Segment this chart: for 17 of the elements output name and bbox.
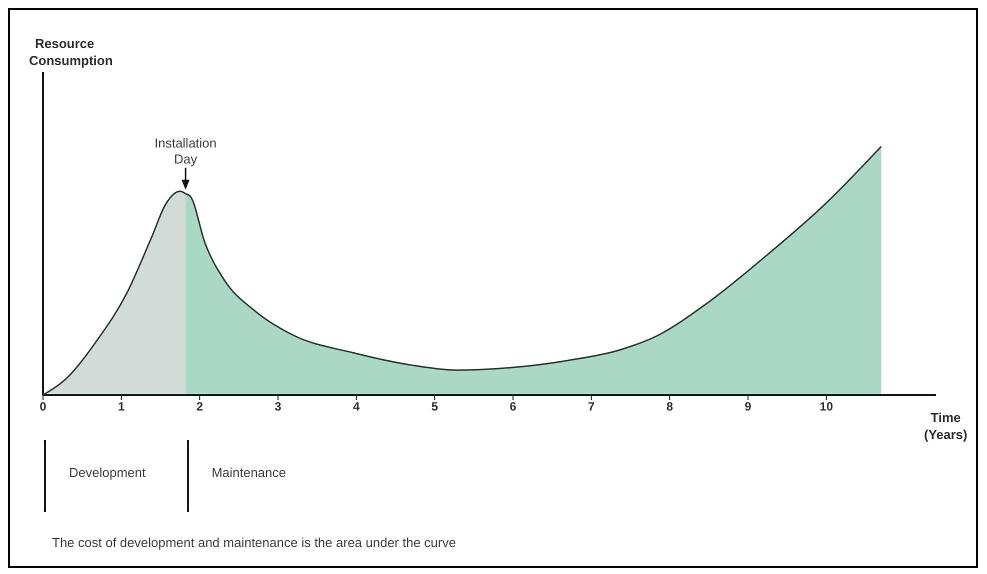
x-tick-label: 8: [666, 400, 674, 414]
x-tick-label: 7: [588, 400, 595, 414]
x-tick-label: 1: [118, 400, 125, 414]
text: Maintenance: [212, 465, 286, 480]
text: Resource Consumption: [29, 36, 113, 68]
x-tick-label: 4: [352, 400, 360, 414]
text: Development: [69, 465, 146, 480]
x-tick-label: 0: [40, 400, 47, 414]
text: The cost of development and maintenance is the area under the curve: [52, 535, 456, 550]
x-tick-label: 5: [431, 400, 438, 414]
annotation: Installation Day: [154, 136, 217, 167]
x-tick-label: 6: [510, 400, 517, 414]
x-tick-label: 2: [196, 400, 204, 414]
x-axis-title: Time (Years): [924, 409, 968, 443]
x-tick-label: 9: [744, 400, 752, 414]
x-tick-label: 10: [820, 400, 834, 414]
x-tick-label: 3: [274, 400, 282, 414]
